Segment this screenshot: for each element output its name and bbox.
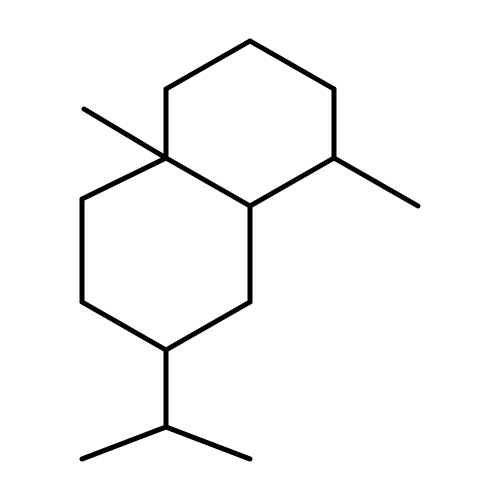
bond-group [82,41,418,459]
bond [166,158,250,206]
bond [250,41,334,89]
bond [166,427,250,459]
bond [250,158,334,206]
bond [334,158,418,206]
molecule-diagram [0,0,500,500]
bond [84,109,166,158]
bond [166,302,250,350]
bond [82,302,166,350]
bond [82,158,166,199]
bond [166,41,250,89]
bond [82,427,166,459]
